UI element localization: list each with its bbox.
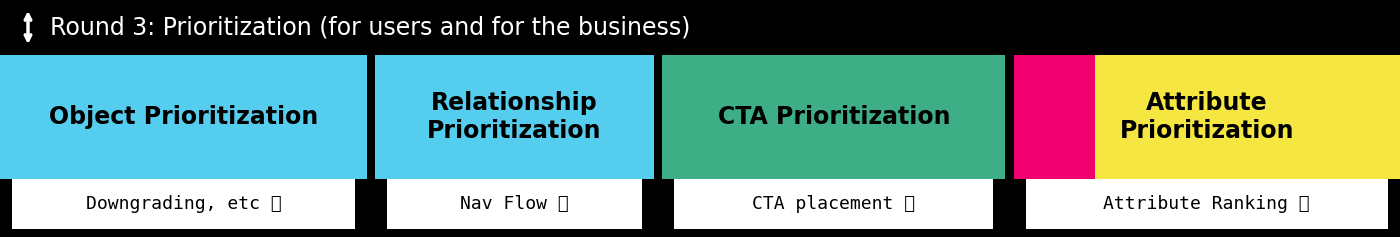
Bar: [13, 179, 356, 229]
Bar: [1026, 179, 1387, 229]
Bar: [675, 179, 994, 229]
Bar: [1014, 179, 1400, 237]
Bar: [0, 179, 367, 237]
Text: CTA placement 💪: CTA placement 💪: [752, 195, 916, 213]
Text: Attribute
Prioritization: Attribute Prioritization: [1120, 91, 1294, 143]
Text: Relationship
Prioritization: Relationship Prioritization: [427, 91, 602, 143]
Text: CTA Prioritization: CTA Prioritization: [718, 105, 951, 129]
Text: Round 3: Prioritization (for users and for the business): Round 3: Prioritization (for users and f…: [50, 15, 690, 40]
Text: Attribute Ranking 💪: Attribute Ranking 💪: [1103, 195, 1310, 213]
Bar: [1095, 55, 1400, 179]
Text: Object Prioritization: Object Prioritization: [49, 105, 318, 129]
Text: Nav Flow 💪: Nav Flow 💪: [461, 195, 568, 213]
Bar: [375, 179, 654, 237]
Bar: [662, 55, 1005, 179]
Bar: [0, 55, 367, 179]
Bar: [662, 179, 1005, 237]
Bar: [1014, 55, 1095, 179]
Bar: [375, 55, 654, 179]
Bar: [388, 179, 643, 229]
Text: Downgrading, etc 💪: Downgrading, etc 💪: [85, 195, 281, 213]
